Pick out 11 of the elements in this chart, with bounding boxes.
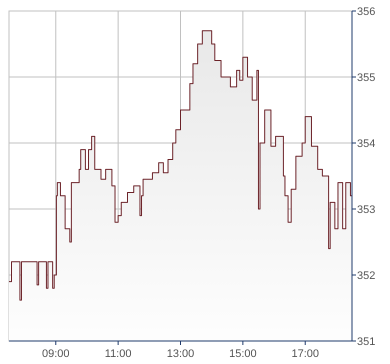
y-tick-label: 355 (357, 72, 376, 84)
y-tick-label: 352 (357, 270, 376, 282)
y-tick-label: 351 (357, 336, 376, 348)
x-tick-label: 13:00 (166, 348, 194, 360)
x-tick-label: 09:00 (42, 348, 70, 360)
y-tick-label: 356 (357, 6, 376, 18)
x-tick-label: 11:00 (104, 348, 132, 360)
x-tick-label: 15:00 (229, 348, 257, 360)
x-tick-label: 17:00 (291, 348, 319, 360)
y-tick-label: 354 (357, 138, 376, 150)
y-tick-label: 353 (357, 204, 376, 216)
